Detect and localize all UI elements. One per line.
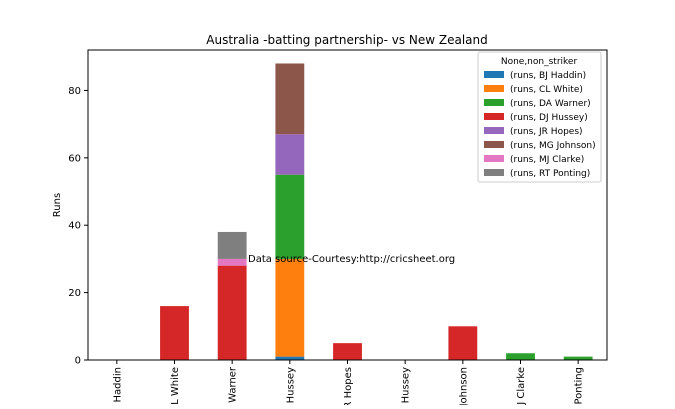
legend-label: (runs, CL White) <box>510 85 583 95</box>
legend-label: (runs, JR Hopes) <box>510 127 583 137</box>
legend-swatch <box>484 99 504 106</box>
bar-segment <box>275 258 305 357</box>
legend-label: (runs, DJ Hussey) <box>510 113 588 123</box>
legend-label: (runs, MG Johnson) <box>510 141 596 151</box>
x-tick-label: RT Ponting <box>574 367 585 405</box>
bar-segment <box>217 265 247 360</box>
bar-segment <box>448 326 478 360</box>
chart-title: Australia -batting partnership- vs New Z… <box>206 33 487 47</box>
legend-swatch <box>484 155 504 162</box>
legend-swatch <box>484 127 504 134</box>
legend-swatch <box>484 169 504 176</box>
legend-label: (runs, BJ Haddin) <box>510 71 586 81</box>
bar-segment <box>275 134 305 175</box>
y-tick-label: 80 <box>68 86 81 97</box>
bar-segment <box>506 353 535 360</box>
x-tick-label: JR Hopes <box>343 367 354 405</box>
bar-segment <box>275 63 305 135</box>
x-tick-label: DA Warner <box>228 366 239 405</box>
x-tick-label: MG Johnson <box>458 367 469 405</box>
legend-swatch <box>484 141 504 148</box>
bar-segment <box>333 343 362 360</box>
legend-box <box>477 51 602 183</box>
bar-segment <box>217 258 247 266</box>
annotation: Data source-Courtesy:http://cricsheet.or… <box>248 254 455 265</box>
legend-label: (runs, MJ Clarke) <box>510 155 584 165</box>
legend-swatch <box>484 85 504 92</box>
legend-swatch <box>484 71 504 78</box>
y-tick-label: 20 <box>68 288 81 299</box>
legend: None,non_striker (runs, BJ Haddin) (runs,… <box>477 51 602 183</box>
bar-segment <box>275 356 305 360</box>
bar-segment <box>563 356 593 360</box>
x-tick-label: BJ Haddin <box>112 367 123 405</box>
x-tick-label: DJ Hussey <box>285 367 296 405</box>
x-tick-label: MEK Hussey <box>401 367 412 405</box>
legend-title: None,non_striker <box>501 57 578 67</box>
legend-label: (runs, DA Warner) <box>510 99 591 109</box>
legend-label: (runs, RT Ponting) <box>510 169 590 179</box>
y-tick-label: 60 <box>68 153 81 164</box>
y-axis-label: Runs <box>52 193 63 217</box>
bar-segment <box>217 231 247 259</box>
bar-segment <box>160 306 189 360</box>
x-tick-label: CL White <box>170 367 181 405</box>
y-tick-label: 40 <box>68 221 81 232</box>
legend-swatch <box>484 113 504 120</box>
x-tick-label: MJ Clarke <box>516 367 527 405</box>
bar-segment <box>275 174 305 259</box>
y-tick-label: 0 <box>75 356 81 367</box>
